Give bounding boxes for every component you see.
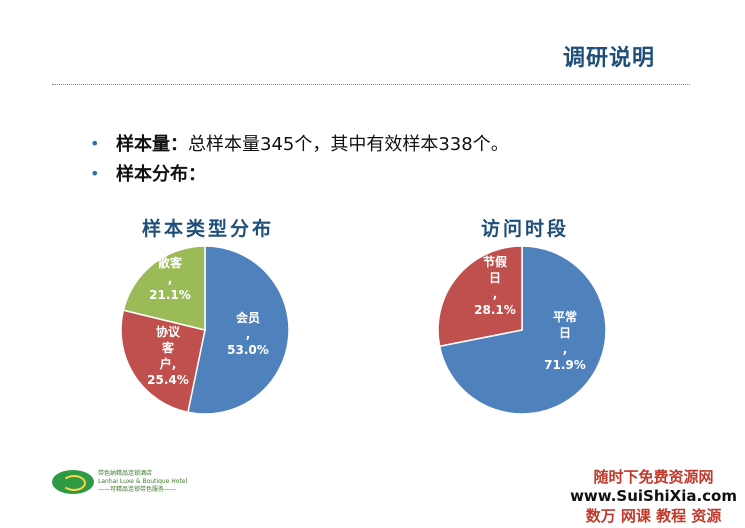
hotel-logo: 带色纳精品连锁酒店 Lanhai Luxe & Boutique Hotel —… [52, 470, 187, 494]
watermark-line-3: 数万 网课 教程 资源 [585, 507, 722, 525]
pie-slice [186, 245, 290, 415]
logo-line-3: ——可精品连锁带色服务—— [98, 486, 177, 493]
chart-title-sample-type: 样本类型分布 [142, 218, 275, 240]
pie-slice [438, 245, 607, 415]
bullet-icon: • [90, 163, 100, 183]
bullet-sample-distribution: • 样本分布： [90, 158, 509, 188]
bullet-value: 总样本量345个，其中有效样本338个。 [188, 134, 509, 155]
pie-slice-label: 会员, 53.0% [227, 310, 269, 357]
pie-slice-label: 协议客户, 25.4% [147, 324, 189, 387]
hotel-logo-icon [52, 470, 94, 494]
watermark: 随时下免费资源网 www.SuiShiXia.com 数万 网课 教程 资源 [570, 466, 737, 526]
hotel-logo-text: 带色纳精品连锁酒店 Lanhai Luxe & Boutique Hotel —… [98, 470, 187, 494]
pie-slice-label: 散客, 21.1% [149, 255, 191, 302]
bullet-icon: • [90, 133, 100, 153]
title-divider [52, 84, 690, 85]
pie-slice [122, 245, 206, 331]
chart-title-visit-period: 访问时段 [481, 218, 570, 240]
bullet-label: 样本量： [116, 134, 188, 155]
pie-slice-label: 平常日, 71.9% [544, 309, 586, 372]
pie-slice [437, 245, 523, 348]
watermark-line-2: www.SuiShiXia.com [570, 487, 737, 505]
bullet-sample-size: • 样本量： 总样本量345个，其中有效样本338个。 [90, 128, 509, 158]
bullet-list: • 样本量： 总样本量345个，其中有效样本338个。 • 样本分布： [90, 128, 509, 188]
logo-line-2: Lanhai Luxe & Boutique Hotel [98, 478, 188, 485]
pie-slice [120, 309, 206, 414]
bullet-label: 样本分布： [116, 164, 206, 185]
pie-slice-label: 节假日, 28.1% [474, 254, 516, 317]
slide-title: 调研说明 [562, 46, 655, 71]
watermark-line-1: 随时下免费资源网 [593, 468, 714, 486]
logo-line-1: 带色纳精品连锁酒店 [98, 470, 153, 477]
